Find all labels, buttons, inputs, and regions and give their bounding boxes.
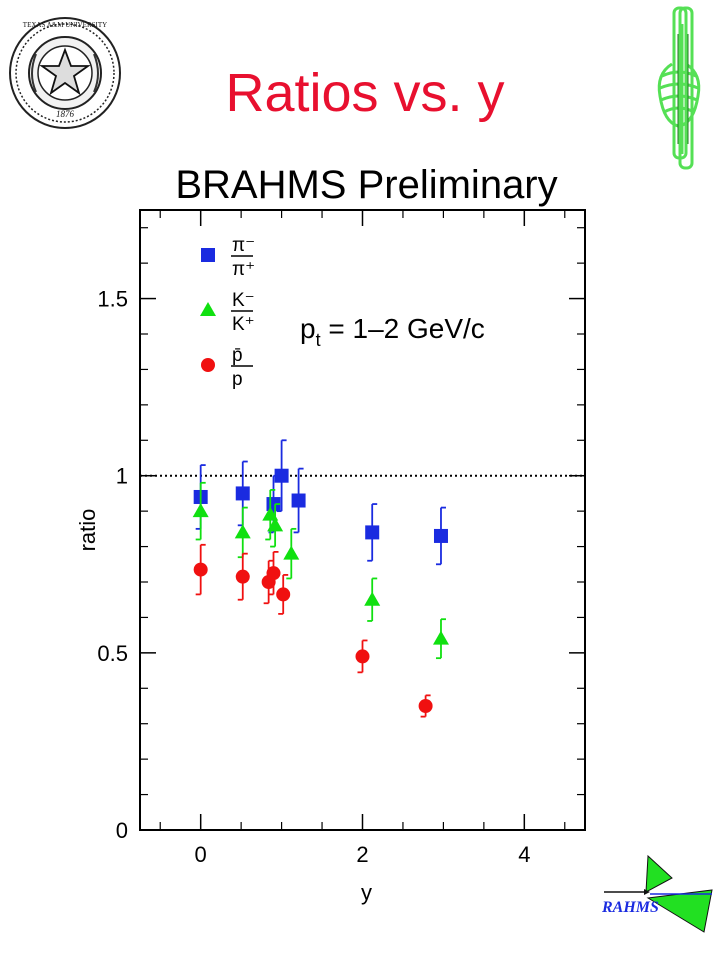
pt-annotation-sub: t — [316, 330, 321, 350]
data-point-series-3 — [418, 699, 433, 713]
plot-frame — [139, 209, 586, 831]
y-tick-label: 1.5 — [97, 287, 128, 312]
data-point-series-3 — [355, 649, 370, 664]
data-point-series-1 — [433, 528, 448, 543]
y-tick-label: 1 — [116, 464, 128, 489]
y-tick-label: 0 — [116, 818, 128, 843]
x-tick-label: 2 — [356, 842, 368, 867]
brahms-logo-text: RAHMS — [601, 899, 659, 916]
legend-label-numerator: K⁻ — [232, 290, 255, 311]
x-axis-label: y — [361, 880, 372, 905]
legend-marker — [201, 358, 215, 372]
data-point-series-1 — [291, 493, 306, 508]
seal-top-text: TEXAS A&M UNIVERSITY — [23, 21, 107, 29]
legend-label-numerator: π⁻ — [232, 235, 255, 256]
pt-annotation: pt = 1–2 GeV/c — [300, 313, 485, 350]
brahms-logo-icon: RAHMS — [601, 854, 713, 933]
data-point-series-2 — [364, 591, 381, 606]
data-point-series-2 — [192, 503, 209, 518]
seal-year: 1876 — [56, 109, 75, 119]
legend-label-denominator: p — [232, 369, 243, 390]
data-point-series-3 — [235, 569, 250, 584]
data-point-series-3 — [276, 587, 291, 602]
data-point-series-2 — [283, 545, 300, 560]
data-point-series-3 — [193, 562, 208, 577]
chart-title: BRAHMS Preliminary — [175, 163, 557, 207]
data-point-series-1 — [235, 486, 250, 501]
y-tick-label: 0.5 — [97, 641, 128, 666]
data-point-series-2 — [432, 630, 449, 645]
pt-annotation-rest: = 1–2 GeV/c — [321, 313, 485, 344]
legend-marker — [200, 302, 216, 316]
data-point-series-1 — [274, 468, 289, 483]
university-seal-icon: TEXAS A&M UNIVERSITY 1876 — [9, 17, 121, 129]
legend-label-numerator: p̄ — [232, 345, 243, 366]
legend-label-denominator: π⁺ — [232, 259, 255, 280]
legend-marker — [201, 248, 215, 262]
slide-title: Ratios vs. y — [225, 63, 505, 123]
pt-annotation-main: p — [300, 313, 316, 344]
data-point-series-1 — [365, 525, 380, 540]
data-point-series-2 — [267, 517, 284, 532]
x-tick-label: 0 — [195, 842, 207, 867]
data-point-series-2 — [234, 524, 251, 539]
data-point-series-3 — [266, 566, 281, 581]
y-axis-label: ratio — [75, 509, 100, 552]
x-tick-label: 4 — [518, 842, 530, 867]
detector-icon — [657, 6, 701, 170]
legend-label-denominator: K⁺ — [232, 314, 255, 335]
